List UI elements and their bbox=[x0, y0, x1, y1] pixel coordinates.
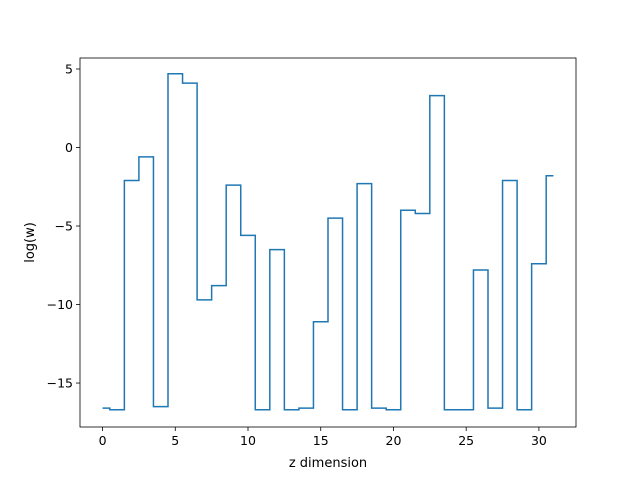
x-tick-label: 25 bbox=[458, 433, 474, 448]
x-axis-label: z dimension bbox=[289, 456, 367, 471]
y-tick-label: −10 bbox=[47, 297, 73, 312]
y-axis-ticks: 5 0 −5 −10 −15 bbox=[47, 61, 80, 391]
plot-frame bbox=[79, 57, 577, 428]
series-step-line bbox=[102, 72, 554, 411]
y-tick-label: 5 bbox=[65, 61, 73, 76]
y-axis-label: log(w) bbox=[23, 222, 38, 263]
x-tick-label: 15 bbox=[313, 433, 329, 448]
x-axis-ticks: 0 5 10 15 20 25 30 bbox=[99, 427, 547, 448]
x-tick-label: 0 bbox=[99, 433, 107, 448]
y-tick-label: −15 bbox=[47, 376, 73, 391]
x-tick-label: 10 bbox=[240, 433, 256, 448]
y-tick-label: 0 bbox=[65, 140, 73, 155]
y-tick-label: −5 bbox=[55, 219, 73, 234]
x-tick-label: 30 bbox=[531, 433, 547, 448]
x-tick-label: 5 bbox=[171, 433, 179, 448]
x-tick-label: 20 bbox=[386, 433, 402, 448]
